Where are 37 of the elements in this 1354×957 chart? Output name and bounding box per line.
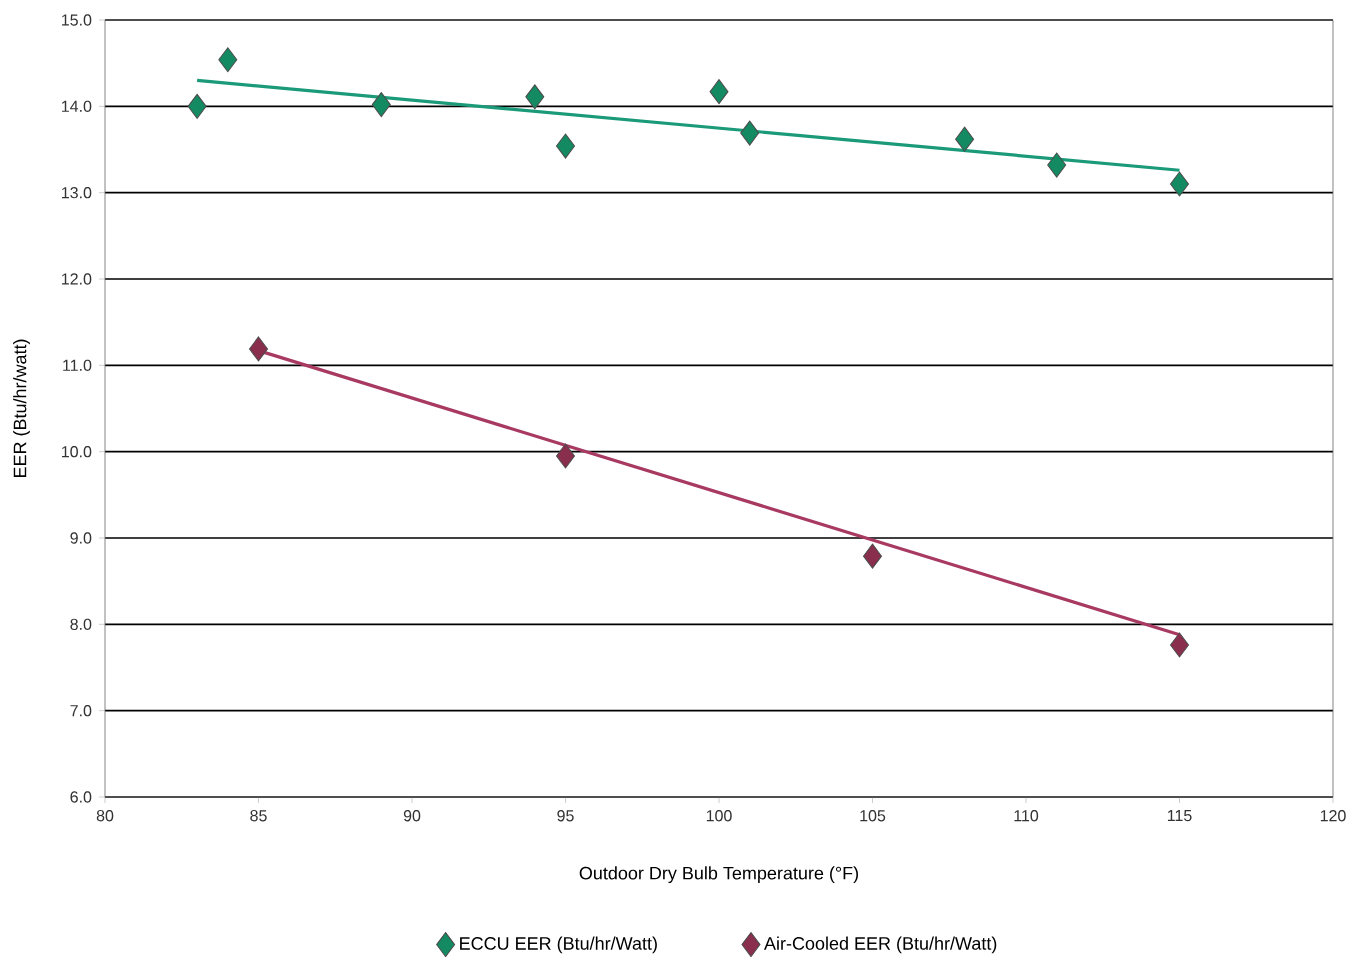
x-tick-label: 95 xyxy=(557,810,574,822)
point xyxy=(249,336,268,362)
legend-label: Air-Cooled EER (Btu/hr/Watt) xyxy=(764,936,997,954)
point xyxy=(1170,171,1189,197)
point xyxy=(740,120,760,146)
x-tick-label: 85 xyxy=(250,810,267,822)
x-tick-label: 100 xyxy=(706,810,732,822)
point xyxy=(709,79,729,105)
point xyxy=(556,443,576,469)
y-tick-label: 14.0 xyxy=(62,100,92,112)
x-tick-label: 105 xyxy=(860,810,886,822)
point xyxy=(955,126,975,152)
point xyxy=(525,84,545,110)
y-tick-label: 15.0 xyxy=(62,14,92,26)
point xyxy=(371,92,391,118)
y-tick-label: 10.0 xyxy=(62,446,92,458)
y-tick-label: 9.0 xyxy=(70,532,92,544)
x-tick-label: 110 xyxy=(1014,810,1039,822)
point xyxy=(218,47,238,73)
y-tick-label: 12.0 xyxy=(62,273,92,285)
x-axis-title: Outdoor Dry Bulb Temperature (°F) xyxy=(579,866,859,884)
point xyxy=(556,133,576,159)
y-tick-label: 6.0 xyxy=(70,791,92,803)
point xyxy=(1047,152,1067,178)
y-tick-label: 11.0 xyxy=(63,359,92,371)
x-tick-label: 80 xyxy=(96,810,114,822)
point xyxy=(1170,632,1189,658)
x-tick-label: 120 xyxy=(1320,810,1346,822)
legend-label: ECCU EER (Btu/hr/Watt) xyxy=(460,936,657,954)
point xyxy=(863,543,882,569)
y-axis-title: EER (Btu/hr/watt) xyxy=(13,339,30,478)
y-tick-label: 7.0 xyxy=(70,705,92,717)
y-tick-label: 13.0 xyxy=(62,187,92,199)
y-tick-label: 8.0 xyxy=(70,618,92,630)
point xyxy=(187,93,207,119)
x-tick-label: 90 xyxy=(403,810,421,822)
x-tick-label: 115 xyxy=(1167,810,1192,822)
